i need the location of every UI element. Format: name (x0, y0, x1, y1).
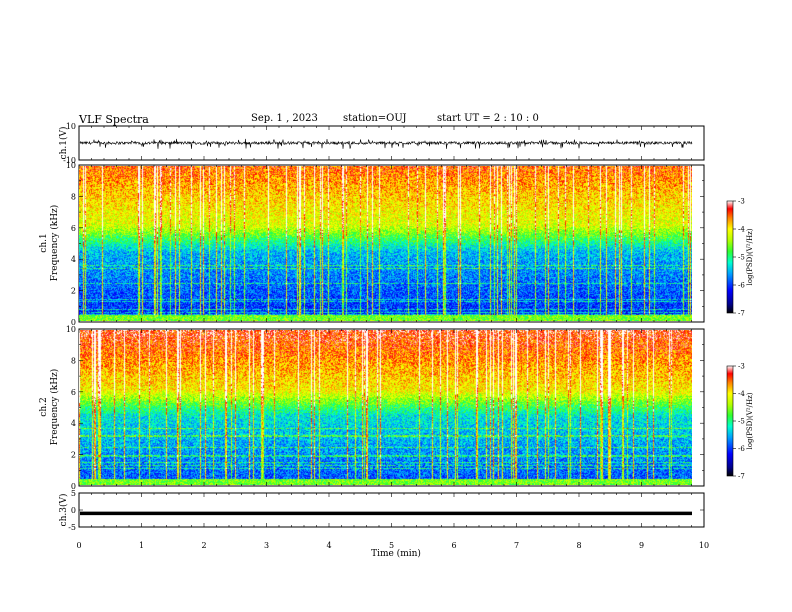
header-station: station=OUJ (343, 113, 407, 124)
ch1-colorbar-scale (726, 200, 734, 314)
x-tick-label: 7 (514, 541, 519, 550)
x-axis-label: Time (min) (371, 548, 421, 559)
x-tick-label: 10 (699, 541, 709, 550)
y-tick-label: 0 (71, 318, 76, 327)
ch1-waveform-line (79, 138, 693, 149)
y-tick-label: 6 (71, 388, 76, 397)
ch1-colorbar-ticks: -3 -4 -5 -6 -7 (733, 198, 745, 318)
x-tick-label: 2 (201, 541, 206, 550)
y-tick-label: 10 (66, 325, 76, 334)
y-tick-label: 4 (71, 255, 76, 264)
colorbar-tick-label: -4 (738, 226, 745, 234)
x-tick-label: 9 (639, 541, 644, 550)
x-tick-label: 4 (326, 541, 331, 550)
colorbar-tick-label: -4 (738, 390, 745, 398)
y-tick-label: 0 (71, 506, 76, 515)
colorbar-tick-label: -6 (738, 282, 745, 290)
header-date: Sep. 1 , 2023 (251, 113, 318, 124)
y-tick-label: 10 (66, 122, 76, 131)
ch3-waveform-frame (78, 492, 705, 528)
x-tick-label: 0 (76, 541, 81, 550)
ch1-spectrogram-ylabel-channel: ch.1 (39, 233, 49, 252)
colorbar-tick-label: -7 (738, 473, 745, 481)
x-tick-label: 3 (264, 541, 269, 550)
chart-title: VLF Spectra (79, 113, 149, 126)
ch1-waveform-plot (79, 138, 693, 149)
y-tick-label: 5 (71, 489, 76, 498)
ch2-colorbar-ticks: -3 -4 -5 -6 -7 (733, 363, 745, 481)
ch1-spectrogram-ylabel-frequency: Frequency (kHz) (49, 205, 60, 282)
y-tick-label: 2 (71, 451, 76, 460)
colorbar-tick-label: -7 (738, 310, 745, 318)
y-tick-label: 8 (71, 192, 76, 201)
header-start-time: start UT = 2 : 10 : 0 (437, 113, 539, 124)
ch2-colorbar-scale (726, 365, 734, 477)
y-tick-label: -5 (68, 523, 76, 532)
y-tick-label: 6 (71, 224, 76, 233)
ch1-colorbar-label: log(PSD)(V²/Hz) (746, 228, 754, 285)
ch3-waveform-ylabel: ch.3(V) (58, 494, 69, 527)
y-tick-label: 8 (71, 356, 76, 365)
y-tick-label: 4 (71, 419, 76, 428)
x-tick-label: 5 (389, 541, 394, 550)
ch2-colorbar: -3 -4 -5 -6 -7 log(PSD)(V²/Hz) (726, 363, 754, 481)
colorbar-tick-label: -5 (738, 418, 745, 426)
y-tick-label: 0 (71, 482, 76, 491)
colorbar-tick-label: -6 (738, 445, 745, 453)
y-tick-label: 10 (66, 161, 76, 170)
x-tick-label: 6 (451, 541, 456, 550)
ch2-colorbar-label: log(PSD)(V²/Hz) (746, 392, 754, 449)
ch1-colorbar: -3 -4 -5 -6 -7 log(PSD)(V²/Hz) (726, 198, 754, 318)
ch2-spectrogram-ylabel-channel: ch.2 (39, 397, 49, 416)
colorbar-tick-label: -5 (738, 254, 745, 262)
colorbar-tick-label: -3 (738, 363, 745, 371)
y-tick-label: -10 (63, 156, 76, 165)
colorbar-tick-label: -3 (738, 198, 745, 206)
x-tick-label: 1 (139, 541, 144, 550)
ch2-spectrogram-image (79, 330, 692, 485)
x-tick-label: 8 (576, 541, 581, 550)
ch1-waveform-ylabel: ch.1(V) (58, 127, 69, 160)
ch2-spectrogram-ylabel-frequency: Frequency (kHz) (49, 369, 60, 446)
y-tick-label: 2 (71, 287, 76, 296)
ch1-spectrogram-image (79, 166, 692, 321)
